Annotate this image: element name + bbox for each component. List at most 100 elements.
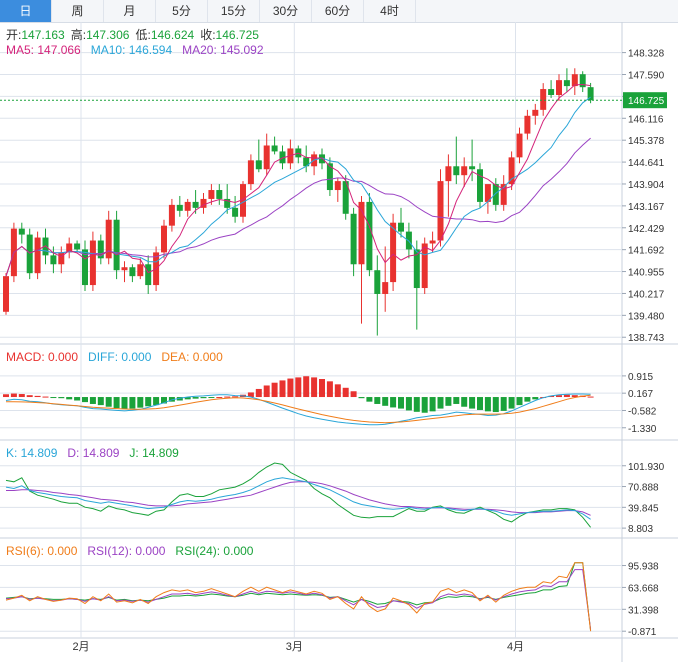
tab-0[interactable]: 日 — [0, 0, 52, 22]
candle-body — [429, 240, 436, 244]
macd-bar — [74, 397, 81, 401]
y-tick-label: 95.938 — [628, 562, 659, 573]
macd-bar — [105, 397, 112, 407]
ma10-label: MA10: 146.594 — [91, 43, 173, 57]
macd-bar — [129, 397, 136, 409]
macd-bar — [311, 377, 318, 398]
macd-bar — [10, 393, 17, 398]
y-tick-label: 138.743 — [628, 333, 665, 344]
candle-body — [319, 154, 325, 164]
macd-bar — [34, 395, 41, 398]
tab-4[interactable]: 15分 — [208, 0, 260, 22]
candle-body — [556, 80, 562, 95]
tab-5[interactable]: 30分 — [260, 0, 312, 22]
macd-bar — [208, 397, 215, 399]
candle-body — [350, 213, 357, 265]
candle-body — [66, 243, 73, 253]
candle-body — [168, 204, 175, 226]
ohlc-high_value: 147.306 — [86, 28, 130, 42]
rsi-readout: RSI(6): 0.000 RSI(12): 0.000 RSI(24): 0.00… — [6, 544, 254, 558]
macd-bar — [303, 376, 310, 398]
ohlc-open_value: 147.163 — [21, 28, 65, 42]
candle-body — [3, 276, 9, 312]
macd-bar — [319, 379, 325, 398]
candle-body — [484, 184, 491, 202]
rsi6-line — [5, 562, 592, 632]
macd-bar — [153, 397, 160, 406]
ma20-line — [5, 137, 591, 277]
candle-body — [176, 204, 183, 211]
tab-1[interactable]: 周 — [52, 0, 104, 22]
y-tick-label: 143.167 — [628, 202, 665, 213]
candle-body — [366, 201, 373, 271]
macd-bar — [255, 388, 262, 398]
y-tick-label: 148.328 — [628, 49, 665, 60]
candle-body — [326, 163, 333, 191]
macd-bar — [66, 397, 73, 400]
y-tick-label: 31.398 — [628, 605, 659, 616]
candle-body — [516, 133, 523, 158]
candle-body — [129, 267, 136, 277]
x-tick-label: 4月 — [507, 641, 524, 653]
tab-6[interactable]: 60分 — [312, 0, 364, 22]
period-tabs: 日周月 5分 15分 30分 60分 4时 — [0, 0, 678, 23]
candle-body — [255, 160, 262, 170]
y-tick-label: 142.429 — [628, 224, 665, 235]
macd-bar — [556, 395, 562, 398]
macd-bar — [176, 397, 183, 401]
macd-bar — [461, 397, 468, 407]
last-price-tag — [623, 92, 667, 109]
y-tick-label: 146.116 — [628, 114, 664, 125]
macd-bar — [232, 396, 239, 398]
candle-body — [358, 201, 365, 265]
candle-body — [508, 157, 515, 185]
ohlc-low: 低: — [135, 28, 150, 42]
macd-bar — [279, 380, 286, 398]
macd-bar — [508, 397, 515, 409]
candle-body — [571, 74, 578, 87]
kdj-readout: K: 14.809 D: 14.809 J: 14.809 — [6, 446, 179, 460]
candle-body — [382, 282, 389, 294]
candle-body — [579, 74, 586, 88]
macd-diff-label: DIFF: 0.000 — [88, 350, 152, 364]
candle-body — [563, 80, 570, 87]
x-tick-label: 3月 — [286, 641, 303, 653]
candle-body — [271, 145, 278, 152]
y-tick-label: -0.871 — [628, 627, 657, 638]
candle-body — [232, 207, 239, 217]
chart-area: 148.328147.590146.853146.116145.378144.6… — [0, 22, 678, 662]
macd-bar — [571, 395, 578, 398]
macd-bar — [145, 397, 152, 407]
candle-body — [390, 222, 397, 283]
macd-bar — [326, 381, 333, 398]
macd-bar — [3, 394, 9, 398]
candle-body — [50, 255, 57, 265]
candle-body — [74, 243, 81, 250]
macd-bar — [26, 395, 33, 398]
candle-body — [240, 184, 246, 217]
candle-body — [279, 151, 286, 164]
tab-7[interactable]: 4时 — [364, 0, 416, 22]
macd-bar — [563, 394, 570, 398]
macd-bar — [334, 384, 341, 398]
candle-body — [192, 201, 199, 208]
macd-bar — [161, 397, 167, 404]
macd-bar — [295, 377, 302, 398]
candle-body — [334, 181, 341, 191]
tab-3[interactable]: 5分 — [156, 0, 208, 22]
j-line — [5, 462, 591, 528]
tab-2[interactable]: 月 — [104, 0, 156, 22]
ma5-line — [5, 83, 591, 277]
y-tick-label: 0.167 — [628, 389, 653, 400]
y-tick-label: 8.803 — [628, 524, 653, 535]
y-tick-label: 39.845 — [628, 503, 659, 514]
candle-body — [548, 89, 555, 95]
macd-bar — [437, 397, 444, 409]
candle-body — [82, 249, 88, 286]
candle-body — [18, 228, 25, 235]
candle-body — [477, 169, 483, 202]
macd-bar — [82, 397, 88, 403]
macd-bar — [429, 397, 436, 412]
macd-bar — [216, 397, 223, 399]
candle-body — [208, 190, 215, 199]
